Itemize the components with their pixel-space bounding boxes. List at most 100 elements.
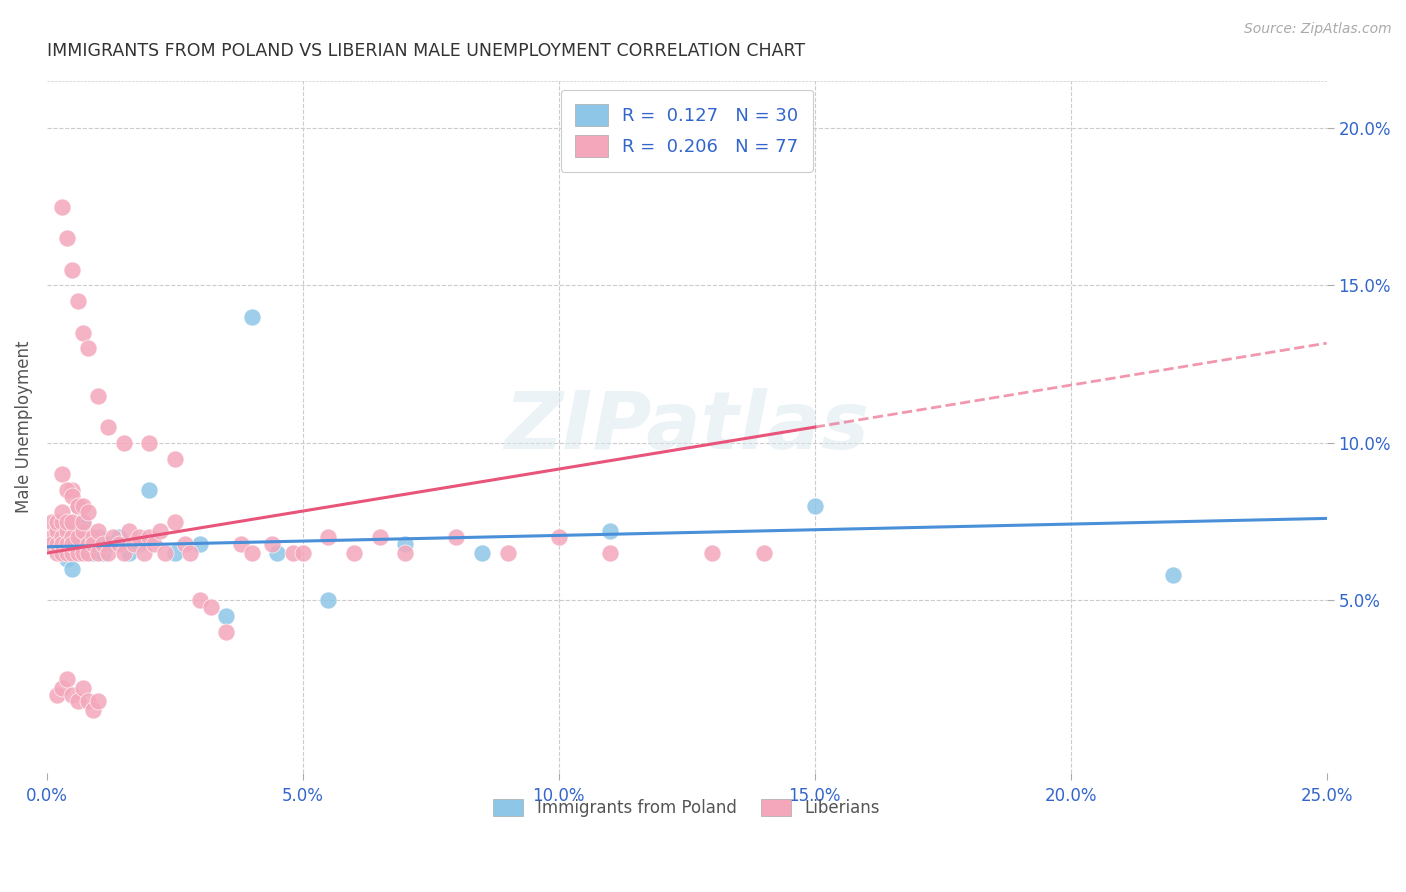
Point [215, 624, 238, 639]
Point [122, 536, 145, 550]
Point [41, 536, 63, 550]
Point [51, 530, 73, 544]
Point [51, 546, 73, 560]
Point [240, 546, 263, 560]
Point [72, 326, 94, 340]
Point [752, 546, 775, 560]
Point [56, 536, 79, 550]
Point [72, 524, 94, 538]
Point [76, 342, 98, 356]
Point [87, 694, 110, 708]
Point [231, 536, 253, 550]
Point [46, 536, 69, 550]
Point [82, 530, 104, 544]
Point [138, 483, 160, 497]
Point [547, 530, 569, 544]
Point [87, 524, 110, 538]
Point [128, 536, 150, 550]
Point [41, 530, 63, 544]
Point [153, 546, 176, 560]
Point [128, 530, 150, 544]
Point [62, 489, 84, 503]
Point [103, 530, 125, 544]
Point [66, 546, 89, 560]
Point [51, 505, 73, 519]
Point [62, 483, 84, 497]
Point [138, 435, 160, 450]
Point [143, 536, 166, 550]
Point [51, 200, 73, 214]
Point [72, 499, 94, 513]
Point [72, 546, 94, 560]
Point [281, 546, 304, 560]
Point [82, 546, 104, 560]
Point [41, 536, 63, 550]
Point [76, 546, 98, 560]
Point [107, 536, 129, 550]
Point [72, 515, 94, 529]
Point [87, 546, 110, 560]
Text: Source: ZipAtlas.com: Source: ZipAtlas.com [1244, 22, 1392, 37]
Point [56, 552, 79, 566]
Point [240, 310, 263, 324]
Point [66, 694, 89, 708]
Point [702, 546, 724, 560]
Point [82, 703, 104, 717]
Point [318, 530, 340, 544]
Point [446, 530, 468, 544]
Point [599, 524, 621, 538]
Point [97, 546, 120, 560]
Point [138, 530, 160, 544]
Point [394, 546, 416, 560]
Point [56, 524, 79, 538]
Point [803, 499, 825, 513]
Point [91, 546, 114, 560]
Point [62, 515, 84, 529]
Point [200, 599, 222, 614]
Point [163, 546, 186, 560]
Point [62, 530, 84, 544]
Point [66, 530, 89, 544]
Point [87, 389, 110, 403]
Point [291, 546, 314, 560]
Point [148, 524, 170, 538]
Point [66, 546, 89, 560]
Point [496, 546, 519, 560]
Point [46, 515, 69, 529]
Text: ZIPatlas: ZIPatlas [505, 388, 869, 467]
Point [97, 536, 120, 550]
Point [190, 593, 212, 607]
Point [56, 231, 79, 245]
Point [46, 546, 69, 560]
Point [471, 546, 494, 560]
Point [46, 524, 69, 538]
Point [66, 294, 89, 309]
Point [174, 536, 197, 550]
Point [118, 524, 141, 538]
Point [97, 420, 120, 434]
Point [107, 530, 129, 544]
Point [76, 536, 98, 550]
Point [56, 483, 79, 497]
Legend: Immigrants from Poland, Liberians: Immigrants from Poland, Liberians [486, 792, 887, 824]
Point [41, 515, 63, 529]
Text: IMMIGRANTS FROM POLAND VS LIBERIAN MALE UNEMPLOYMENT CORRELATION CHART: IMMIGRANTS FROM POLAND VS LIBERIAN MALE … [46, 42, 806, 60]
Point [51, 536, 73, 550]
Point [66, 499, 89, 513]
Point [62, 536, 84, 550]
Point [343, 546, 366, 560]
Point [72, 515, 94, 529]
Point [82, 536, 104, 550]
Point [1161, 568, 1184, 582]
Point [66, 524, 89, 538]
Point [56, 672, 79, 686]
Point [66, 499, 89, 513]
Point [163, 451, 186, 466]
Point [51, 546, 73, 560]
Point [62, 530, 84, 544]
Point [134, 546, 156, 560]
Point [46, 530, 69, 544]
Point [62, 688, 84, 702]
Point [318, 593, 340, 607]
Point [72, 681, 94, 696]
